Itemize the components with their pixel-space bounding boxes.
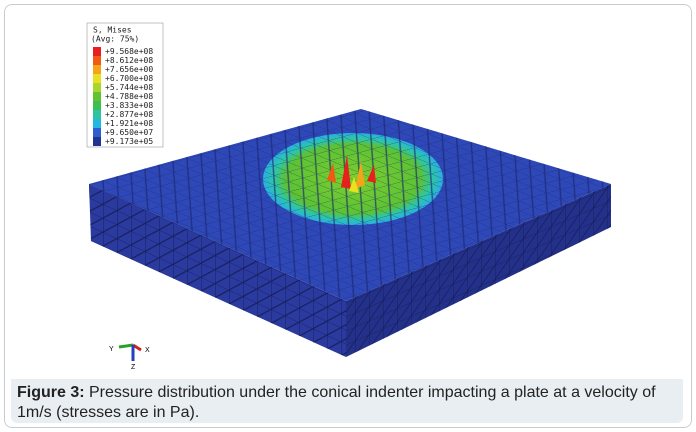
- legend-swatch: [93, 83, 101, 92]
- legend-swatch: [93, 56, 101, 65]
- legend-label: +9.650e+07: [105, 128, 153, 137]
- legend-title: S, Mises: [93, 26, 132, 35]
- triad-y: Y: [109, 346, 114, 353]
- figure-image: S, Mises (Avg: 75%) +9.568e+08+8.612e+08…: [5, 5, 691, 377]
- triad-z: Z: [131, 364, 136, 371]
- caption-text: Pressure distribution under the conical …: [17, 384, 656, 421]
- legend-swatch: [93, 65, 101, 74]
- legend-swatch: [93, 92, 101, 101]
- page: {"legend": {"title": "S, Mises", "subtit…: [0, 0, 696, 432]
- legend-swatch: [93, 128, 101, 137]
- legend-label: +1.921e+08: [105, 119, 153, 128]
- legend-label: +5.744e+08: [105, 83, 153, 92]
- legend-swatch: [93, 119, 101, 128]
- legend-swatch: [93, 74, 101, 83]
- legend-label: +8.612e+08: [105, 56, 153, 65]
- legend-swatch: [93, 110, 101, 119]
- axis-triad: Y X Z: [109, 345, 150, 371]
- legend-swatch: [93, 47, 101, 56]
- triad-x: X: [145, 347, 150, 354]
- legend-label: +4.788e+08: [105, 92, 153, 101]
- legend-label: +7.656e+00: [105, 65, 153, 74]
- legend-swatch: [93, 101, 101, 110]
- legend-label: +9.568e+08: [105, 47, 153, 56]
- caption: Figure 3: Pressure distribution under th…: [11, 379, 683, 423]
- figure-frame: S, Mises (Avg: 75%) +9.568e+08+8.612e+08…: [4, 4, 692, 428]
- legend-label: +6.700e+08: [105, 74, 153, 83]
- legend: S, Mises (Avg: 75%) +9.568e+08+8.612e+08…: [87, 23, 163, 147]
- legend-label: +2.877e+08: [105, 110, 153, 119]
- caption-label: Figure 3:: [17, 384, 85, 401]
- legend-label: +9.173e+05: [105, 137, 153, 146]
- legend-subtitle: (Avg: 75%): [91, 35, 139, 44]
- legend-swatch: [93, 137, 101, 146]
- legend-label: +3.833e+08: [105, 101, 153, 110]
